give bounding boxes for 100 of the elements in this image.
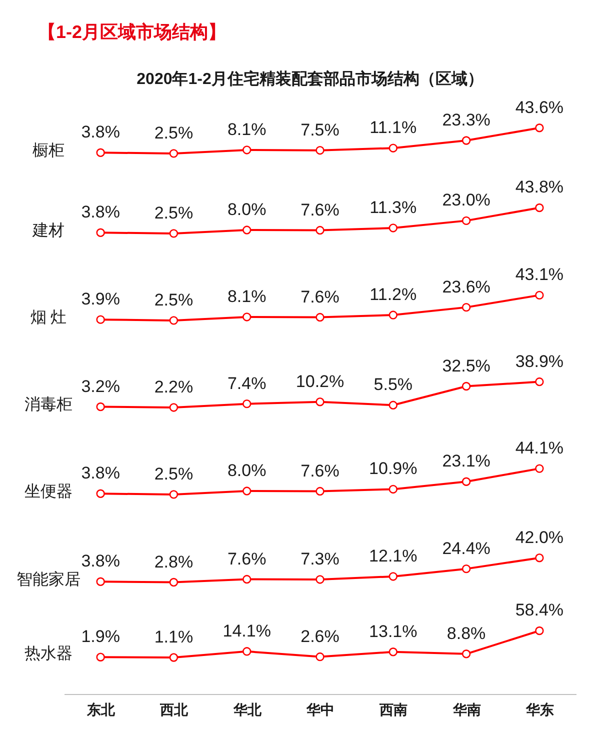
chart-subtitle: 2020年1-2月住宅精装配套部品市场结构（区域） xyxy=(136,68,484,88)
y-axis-title: 智能家居 xyxy=(16,570,80,588)
data-label: 2.5% xyxy=(154,203,194,222)
point xyxy=(242,647,252,656)
point xyxy=(169,149,178,158)
point xyxy=(242,399,252,408)
point xyxy=(169,490,178,499)
data-label: 2.2% xyxy=(154,377,194,396)
data-label: 3.8% xyxy=(81,552,120,571)
data-label: 3.8% xyxy=(81,202,120,222)
point xyxy=(462,477,471,486)
x-tick-label: 华东 xyxy=(524,702,554,718)
data-label: 13.1% xyxy=(369,622,418,641)
data-label: 43.8% xyxy=(515,178,564,197)
data-label: 3.2% xyxy=(81,376,120,396)
data-label: 8.8% xyxy=(446,624,486,643)
point xyxy=(242,226,252,234)
data-label: 2.5% xyxy=(154,464,194,484)
data-label: 11.1% xyxy=(370,118,417,138)
point xyxy=(462,302,471,312)
x-tick-label: 西北 xyxy=(159,702,190,718)
point xyxy=(316,486,324,496)
data-label: 42.0% xyxy=(515,528,564,547)
point xyxy=(462,216,471,226)
data-label: 32.5% xyxy=(442,356,490,376)
point xyxy=(316,652,324,662)
data-label: 12.1% xyxy=(369,546,418,566)
point xyxy=(242,312,252,322)
point xyxy=(316,398,324,406)
y-axis-title: 消毒柜 xyxy=(24,396,72,414)
data-label: 23.6% xyxy=(442,277,490,296)
point xyxy=(388,648,398,656)
point xyxy=(96,652,105,662)
data-label: 8.0% xyxy=(227,200,266,220)
point xyxy=(316,146,324,155)
y-axis-title: 橱柜 xyxy=(32,142,64,160)
point xyxy=(388,144,398,152)
point xyxy=(535,124,544,132)
data-label: 7.6% xyxy=(300,200,340,220)
chart-title: 【1-2月区域市场结构】 xyxy=(38,21,226,44)
point xyxy=(388,224,398,232)
data-label: 14.1% xyxy=(222,621,271,640)
point xyxy=(535,290,544,300)
point xyxy=(96,315,105,324)
data-label: 8.1% xyxy=(227,120,266,139)
data-label: 7.6% xyxy=(300,461,340,480)
point xyxy=(96,489,105,498)
data-label: 1.1% xyxy=(154,627,194,646)
data-label: 7.4% xyxy=(227,374,266,393)
point xyxy=(96,402,105,412)
point xyxy=(462,382,471,391)
y-axis-title: 热水器 xyxy=(24,644,72,662)
data-label: 3.9% xyxy=(81,290,120,309)
point xyxy=(316,575,324,584)
point xyxy=(169,403,178,412)
point xyxy=(169,229,178,238)
data-label: 11.3% xyxy=(370,198,417,217)
data-label: 11.2% xyxy=(370,285,417,304)
point xyxy=(535,464,544,473)
y-axis-title: 烟 灶 xyxy=(30,308,67,326)
data-label: 3.8% xyxy=(81,122,120,142)
data-label: 7.6% xyxy=(227,549,266,568)
data-label: 5.5% xyxy=(374,375,413,394)
data-label: 7.5% xyxy=(300,120,340,140)
point xyxy=(316,226,324,235)
y-axis-title: 坐便器 xyxy=(24,482,72,500)
point xyxy=(535,377,544,386)
data-label: 8.1% xyxy=(227,286,266,306)
data-label: 23.1% xyxy=(442,452,490,471)
data-label: 38.9% xyxy=(515,352,564,371)
point xyxy=(242,486,252,496)
point xyxy=(169,653,178,662)
data-label: 2.5% xyxy=(154,290,194,310)
x-tick-label: 西南 xyxy=(378,702,408,718)
data-label: 7.3% xyxy=(300,549,340,568)
x-tick-label: 东北 xyxy=(86,702,116,718)
point xyxy=(96,577,105,586)
point xyxy=(535,203,544,212)
point xyxy=(169,578,178,587)
data-label: 2.8% xyxy=(154,552,194,572)
point xyxy=(242,146,252,154)
point xyxy=(388,484,398,494)
x-tick-label: 华北 xyxy=(232,702,262,718)
point xyxy=(535,626,544,636)
data-label: 10.2% xyxy=(296,372,344,391)
data-label: 10.9% xyxy=(369,459,418,478)
data-label: 23.0% xyxy=(442,190,490,210)
data-label: 2.6% xyxy=(300,626,340,646)
point xyxy=(169,316,178,325)
data-label: 2.5% xyxy=(154,123,194,142)
point xyxy=(462,650,471,658)
data-label: 43.6% xyxy=(515,98,564,117)
data-label: 8.0% xyxy=(227,461,266,480)
point xyxy=(462,564,471,574)
data-label: 24.4% xyxy=(442,538,490,558)
data-label: 3.8% xyxy=(81,464,120,483)
data-label: 7.6% xyxy=(300,287,340,306)
point xyxy=(388,572,398,581)
data-label: 1.9% xyxy=(81,627,120,646)
point xyxy=(388,400,398,410)
